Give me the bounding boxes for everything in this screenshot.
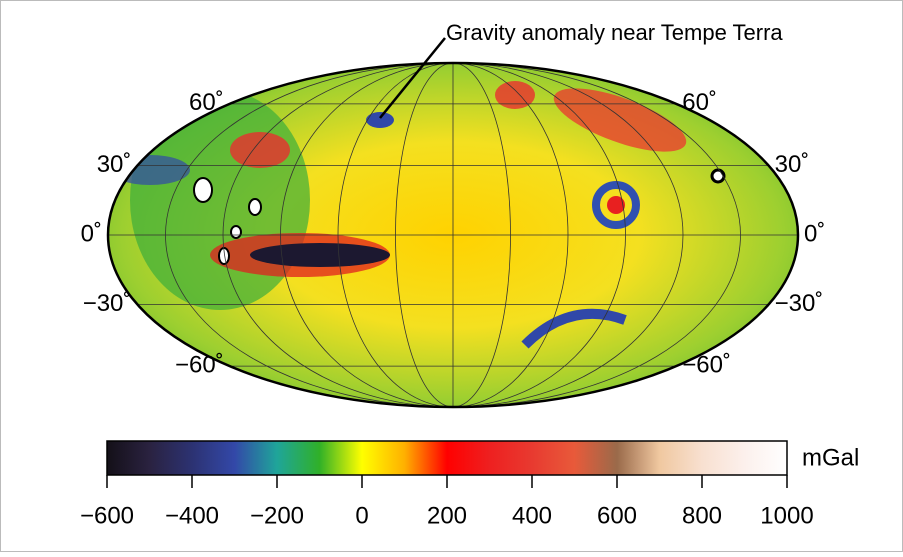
latitude-label: 0˚	[81, 220, 102, 247]
latitude-label: 30˚	[775, 151, 810, 178]
latitude-label: 0˚	[804, 220, 825, 247]
latitude-label: −60˚	[175, 351, 224, 378]
colorbar-tick-label: 200	[427, 502, 467, 529]
colorbar-tick-label: 1000	[760, 502, 813, 529]
colorbar-tick-label: 400	[512, 502, 552, 529]
latitude-label: 60˚	[189, 89, 224, 116]
colorbar-unit: mGal	[802, 444, 859, 471]
colorbar-tick-label: 0	[355, 502, 368, 529]
page: Gravity anomaly near Tempe Terra mGal 60…	[0, 0, 903, 552]
latitude-label: −60˚	[682, 351, 731, 378]
latitude-label: −30˚	[83, 290, 132, 317]
colorbar-tick-label: 600	[597, 502, 637, 529]
map-figure: Gravity anomaly near Tempe Terra mGal 60…	[0, 0, 903, 552]
colorbar-tick-label: 800	[682, 502, 722, 529]
latitude-label: 60˚	[682, 89, 717, 116]
colorbar-tick-label: −600	[80, 502, 134, 529]
annotation: Gravity anomaly near Tempe Terra	[446, 20, 783, 45]
colorbar-tick-label: −200	[250, 502, 304, 529]
colorbar	[107, 441, 787, 475]
latitude-label: 30˚	[97, 151, 132, 178]
latitude-label: −30˚	[775, 290, 824, 317]
colorbar-tick-label: −400	[165, 502, 219, 529]
